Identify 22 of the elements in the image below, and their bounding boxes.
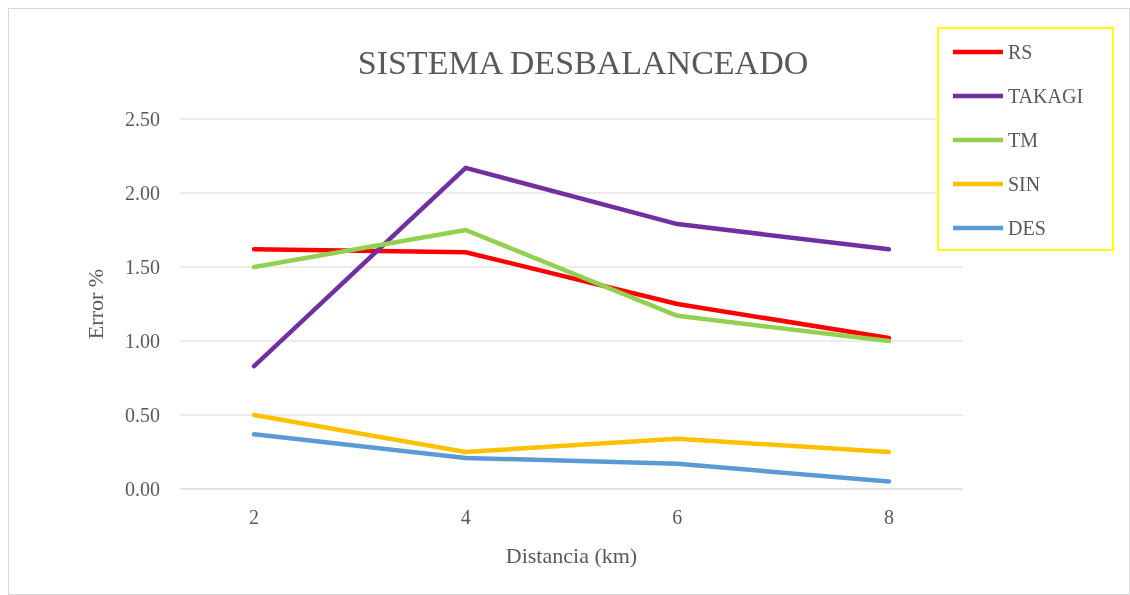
line-series — [251, 246, 892, 341]
y-axis-title: Error % — [83, 268, 108, 340]
y-tick-label: 2.00 — [125, 182, 160, 204]
line-series — [251, 227, 892, 344]
y-tick-label: 2.50 — [125, 108, 160, 130]
x-tick-label: 4 — [460, 506, 471, 528]
line-series — [251, 165, 892, 369]
legend-label: DES — [1008, 217, 1046, 239]
legend-label: RS — [1008, 41, 1033, 63]
y-tick-label: 1.50 — [125, 256, 160, 278]
legend-label: TM — [1008, 129, 1039, 151]
line-series — [251, 431, 892, 484]
x-tick-label: 6 — [672, 506, 683, 528]
x-tick-label: 2 — [249, 506, 260, 528]
y-tick-label: 0.00 — [125, 478, 160, 500]
chart-title: SISTEMA DESBALANCEADO — [357, 44, 809, 81]
y-tick-label: 0.50 — [125, 404, 160, 426]
legend-label: SIN — [1008, 173, 1041, 195]
y-tick-label: 1.00 — [125, 330, 160, 352]
legend-label: TAKAGI — [1008, 85, 1084, 107]
x-axis-title: Distancia (km) — [505, 543, 638, 568]
x-tick-label: 8 — [883, 506, 894, 528]
